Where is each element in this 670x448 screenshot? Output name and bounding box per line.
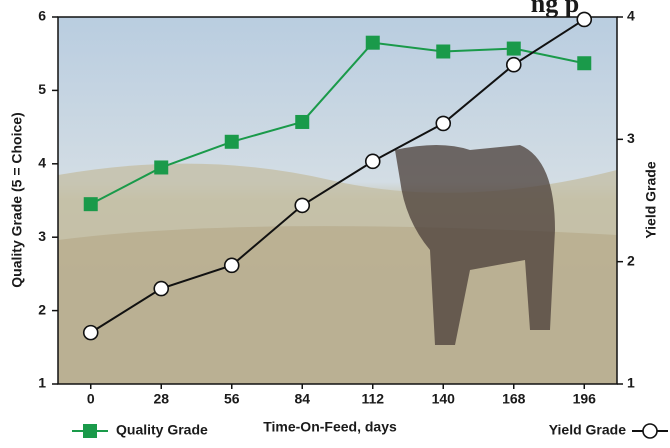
chart: ng p Quality Grade (5 = Choice) Yield Gr… [0,0,670,443]
x-tick-label: 0 [87,391,95,407]
circle-marker [154,282,168,296]
circle-marker [507,58,521,72]
y2-tick-label: 4 [627,8,635,24]
legend-label: Quality Grade [116,422,208,438]
x-tick-label: 196 [573,391,597,407]
square-marker [436,44,450,58]
square-marker [295,115,309,129]
legend-marker [83,424,97,438]
x-tick-label: 112 [361,391,384,407]
circle-marker [225,258,239,272]
y2-tick-label: 2 [627,252,635,268]
circle-marker [577,12,591,26]
x-tick-label: 84 [294,391,310,407]
y2-tick-label: 3 [627,130,635,146]
square-marker [84,197,98,211]
square-marker [507,42,521,56]
square-marker [577,56,591,70]
chart-title: ng p [531,0,579,18]
circle-marker [436,116,450,130]
y-tick-label: 2 [38,301,46,317]
y-tick-label: 5 [38,81,46,97]
square-marker [154,160,168,174]
circle-marker [295,198,309,212]
x-tick-label: 140 [432,391,456,407]
x-tick-label: 56 [224,391,240,407]
background-photo [58,17,617,384]
y2-axis-label: Yield Grade [643,161,659,239]
y-tick-label: 3 [38,228,46,244]
x-axis-label: Time-On-Feed, days [263,419,397,435]
square-marker [225,135,239,149]
circle-marker [366,154,380,168]
y-axis-label: Quality Grade (5 = Choice) [9,112,25,287]
square-marker [366,36,380,50]
legend-marker [643,424,657,438]
x-tick-label: 28 [153,391,169,407]
x-tick-label: 168 [502,391,526,407]
legend-label: Yield Grade [549,422,627,438]
y2-tick-label: 1 [627,375,635,391]
circle-marker [84,326,98,340]
y-tick-label: 6 [38,8,46,24]
y-tick-label: 4 [38,155,46,171]
y-tick-label: 1 [38,375,46,391]
